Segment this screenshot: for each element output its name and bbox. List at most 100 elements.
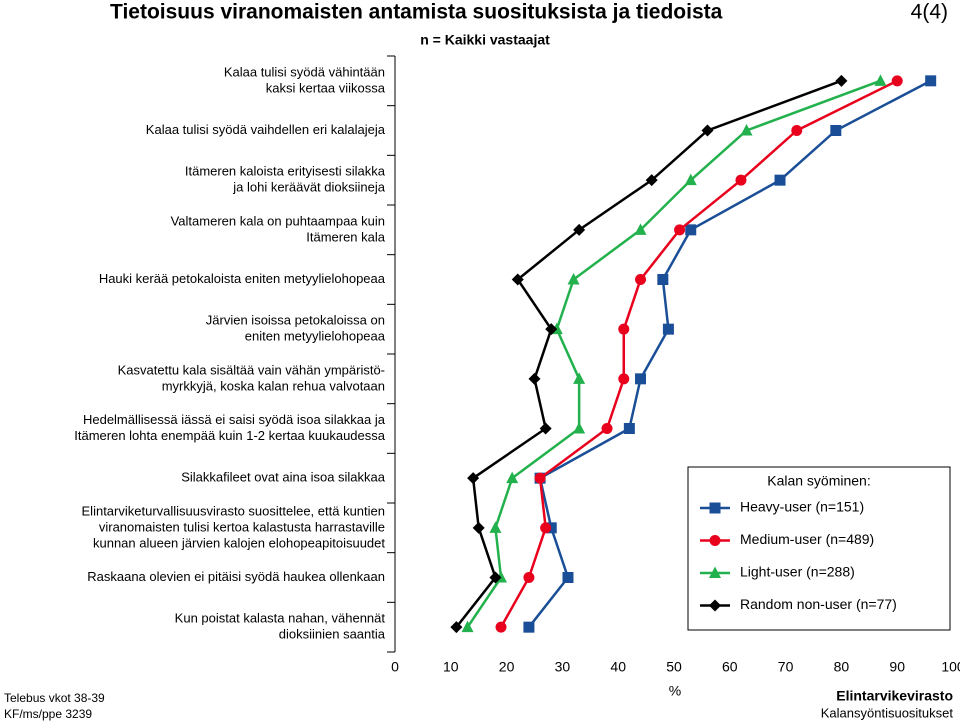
- series-line: [466, 79, 881, 628]
- x-tick-label: 30: [555, 659, 571, 675]
- category-label: Järvien isoissa petokaloissa on: [206, 313, 385, 328]
- marker: [573, 422, 586, 434]
- marker: [523, 572, 535, 583]
- category-label: Hedelmällisessä iässä ei saisi syödä iso…: [83, 412, 386, 427]
- marker: [709, 599, 721, 612]
- legend-label: Random non-user (n=77): [740, 596, 897, 612]
- marker: [662, 323, 674, 335]
- footer-left: Telebus vkot 38-39: [4, 691, 105, 705]
- marker: [467, 472, 480, 485]
- x-tick-label: 70: [778, 659, 794, 675]
- footer-right: Kalansyöntisuositukset: [821, 705, 954, 720]
- page-number: 4(4): [911, 1, 948, 24]
- footer-right: Elintarvikevirasto: [836, 688, 953, 704]
- x-tick-label: 80: [834, 659, 850, 675]
- marker: [685, 224, 697, 236]
- marker: [830, 125, 842, 136]
- marker: [635, 274, 647, 285]
- marker: [545, 522, 557, 534]
- marker: [573, 372, 586, 384]
- category-label: viranomaisten tulisi kertoa kalastusta h…: [99, 519, 385, 534]
- category-label: Hauki kerää petokaloista eniten metyylie…: [99, 271, 386, 286]
- marker: [534, 472, 546, 484]
- category-label: myrkkyjä, koska kalan rehua valvotaan: [162, 378, 385, 393]
- series-line: [527, 79, 932, 628]
- marker: [740, 124, 753, 136]
- marker: [511, 273, 524, 286]
- marker: [623, 423, 635, 434]
- category-label: Raskaana olevien ei pitäisi syödä haukea…: [87, 569, 385, 584]
- marker: [567, 273, 580, 285]
- marker: [545, 323, 558, 336]
- x-tick-label: 10: [443, 659, 459, 675]
- marker: [657, 274, 669, 285]
- marker: [925, 75, 937, 87]
- marker: [645, 174, 658, 187]
- marker: [618, 323, 630, 335]
- legend-label: Light-user (n=288): [740, 564, 855, 580]
- x-tick-label: 40: [610, 659, 626, 675]
- series-line: [455, 79, 842, 628]
- marker: [635, 373, 647, 385]
- category-label: eniten metyylielohopeaa: [245, 329, 386, 344]
- marker: [835, 74, 848, 87]
- legend-label: Medium-user (n=489): [740, 531, 874, 547]
- marker: [523, 621, 535, 633]
- series-line: [499, 79, 898, 628]
- x-tick-label: 100: [941, 659, 960, 675]
- legend-title: Kalan syöminen:: [767, 473, 871, 489]
- category-label: Kun poistat kalasta nahan, vähennät: [175, 611, 386, 626]
- marker: [709, 535, 721, 546]
- x-tick-label: 90: [889, 659, 905, 675]
- marker: [674, 224, 686, 236]
- category-label: Elintarviketurvallisuusvirasto suosittel…: [82, 503, 385, 518]
- marker: [450, 621, 463, 634]
- category-label: Kasvatettu kala sisältää vain vähän ympä…: [118, 362, 385, 377]
- marker: [573, 223, 586, 236]
- legend-box: [687, 466, 951, 631]
- category-label: Kalaa tulisi syödä vaihdellen eri kalala…: [146, 122, 386, 137]
- marker: [601, 423, 613, 434]
- category-label: dioksiinien saantia: [279, 627, 386, 642]
- category-label: ja lohi keräävät dioksiineja: [232, 180, 386, 195]
- marker: [874, 74, 887, 86]
- x-axis-label: %: [669, 683, 681, 699]
- marker: [489, 521, 502, 533]
- marker: [709, 566, 721, 578]
- marker: [891, 75, 903, 87]
- marker: [701, 124, 714, 137]
- category-label: kaksi kertaa viikossa: [266, 80, 386, 95]
- marker: [539, 422, 552, 435]
- marker: [461, 620, 474, 633]
- marker: [472, 521, 485, 534]
- marker: [540, 522, 552, 534]
- category-label: Silakkafileet ovat aina isoa silakkaa: [181, 470, 386, 485]
- legend-label: Heavy-user (n=151): [740, 499, 864, 515]
- category-label: Valtameren kala on puhtaampaa kuin: [171, 213, 385, 228]
- category-label: Itämeren lohta enempää kuin 1-2 kertaa k…: [74, 428, 386, 443]
- marker: [634, 223, 647, 235]
- marker: [506, 471, 519, 484]
- marker: [489, 571, 502, 584]
- marker: [562, 572, 574, 583]
- marker: [709, 502, 721, 514]
- x-tick-label: 60: [722, 659, 738, 675]
- x-tick-label: 0: [391, 659, 399, 675]
- x-tick-label: 20: [499, 659, 515, 675]
- category-label: Kalaa tulisi syödä vähintään: [224, 64, 385, 79]
- marker: [791, 125, 803, 136]
- marker: [495, 621, 507, 633]
- chart-title: Tietoisuus viranomaisten antamista suosi…: [110, 1, 723, 24]
- marker: [528, 372, 541, 385]
- subtitle: n = Kaikki vastaajat: [420, 32, 550, 48]
- x-tick-label: 50: [666, 659, 682, 675]
- marker: [684, 173, 697, 186]
- category-label: Itämeren kala: [306, 229, 386, 244]
- category-label: kunnan alueen järvien kalojen elohopeapi…: [93, 535, 385, 550]
- category-label: Itämeren kaloista erityisesti silakka: [185, 164, 386, 179]
- marker: [774, 174, 786, 186]
- marker: [618, 373, 630, 385]
- footer-left: KF/ms/ppe 3239: [4, 707, 92, 721]
- marker: [735, 174, 747, 186]
